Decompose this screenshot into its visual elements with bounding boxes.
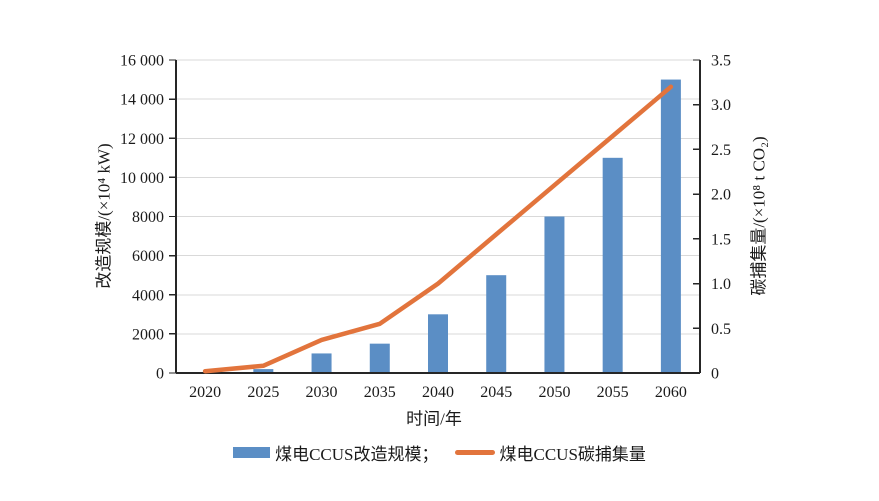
x-tick-label: 2020: [189, 384, 221, 401]
right-tick-label: 2.5: [711, 142, 731, 159]
legend-label-retrofit-scale: 煤电CCUS改造规模；: [275, 445, 439, 464]
bars-group: [253, 79, 681, 373]
right-tick-label: 0.5: [711, 321, 731, 338]
bar-2060: [660, 79, 681, 373]
line-series-swatch-icon: [454, 450, 495, 455]
right-axis-title: 碳捕集量/(×10⁸ t CO₂): [749, 136, 769, 296]
legend: 煤电CCUS改造规模； 煤电CCUS碳捕集量: [0, 440, 879, 465]
x-axis-title: 时间/年: [406, 409, 462, 429]
right-tick-label: 2.0: [711, 187, 731, 204]
bar-2035: [369, 343, 390, 373]
x-tick-label: 2055: [597, 384, 629, 401]
carbon-capture-line: [202, 84, 674, 374]
left-tick-label: 4000: [132, 287, 164, 304]
axes-group: [169, 59, 701, 374]
bar-2040: [428, 314, 448, 373]
left-tick-label: 12 000: [120, 131, 164, 148]
bar-2050: [544, 216, 565, 373]
gridlines-group: [176, 59, 700, 335]
legend-item-retrofit-scale: 煤电CCUS改造规模；: [233, 440, 439, 465]
left-tick-label: 2000: [132, 326, 164, 343]
bar-2055: [602, 157, 623, 373]
x-tick-label: 2060: [655, 384, 687, 401]
tick-labels-group: 0 2000 4000 6000 8000 10 000 12 000 14 000 16 00…: [120, 53, 731, 402]
left-tick-label: 10 000: [120, 170, 164, 187]
left-tick-label: 6000: [132, 248, 164, 265]
left-tick-label: 14 000: [120, 92, 164, 109]
x-tick-label: 2045: [480, 384, 512, 401]
x-tick-label: 2040: [422, 384, 454, 401]
left-tick-label: 16 000: [120, 53, 164, 70]
right-tick-label: 3.5: [711, 53, 731, 70]
legend-item-carbon-capture: 煤电CCUS碳捕集量: [454, 440, 646, 465]
bar-2030: [311, 353, 332, 373]
left-tick-label: 8000: [132, 209, 164, 226]
bar-2025: [253, 369, 274, 373]
left-tick-label: 0: [156, 366, 164, 383]
x-tick-label: 2050: [538, 384, 570, 401]
bar-2045: [486, 275, 507, 373]
right-tick-label: 0: [711, 366, 719, 383]
line-series-group: [202, 84, 674, 374]
right-tick-label: 3.0: [711, 97, 731, 114]
x-tick-label: 2025: [247, 384, 279, 401]
right-tick-label: 1.0: [711, 276, 731, 293]
left-axis-title: 改造规模/(×10⁴ kW): [94, 143, 114, 289]
legend-label-carbon-capture: 煤电CCUS碳捕集量: [499, 445, 646, 464]
x-tick-label: 2035: [364, 384, 396, 401]
x-tick-label: 2030: [306, 384, 338, 401]
right-tick-label: 1.5: [711, 231, 731, 248]
bar-series-swatch-icon: [233, 447, 271, 458]
